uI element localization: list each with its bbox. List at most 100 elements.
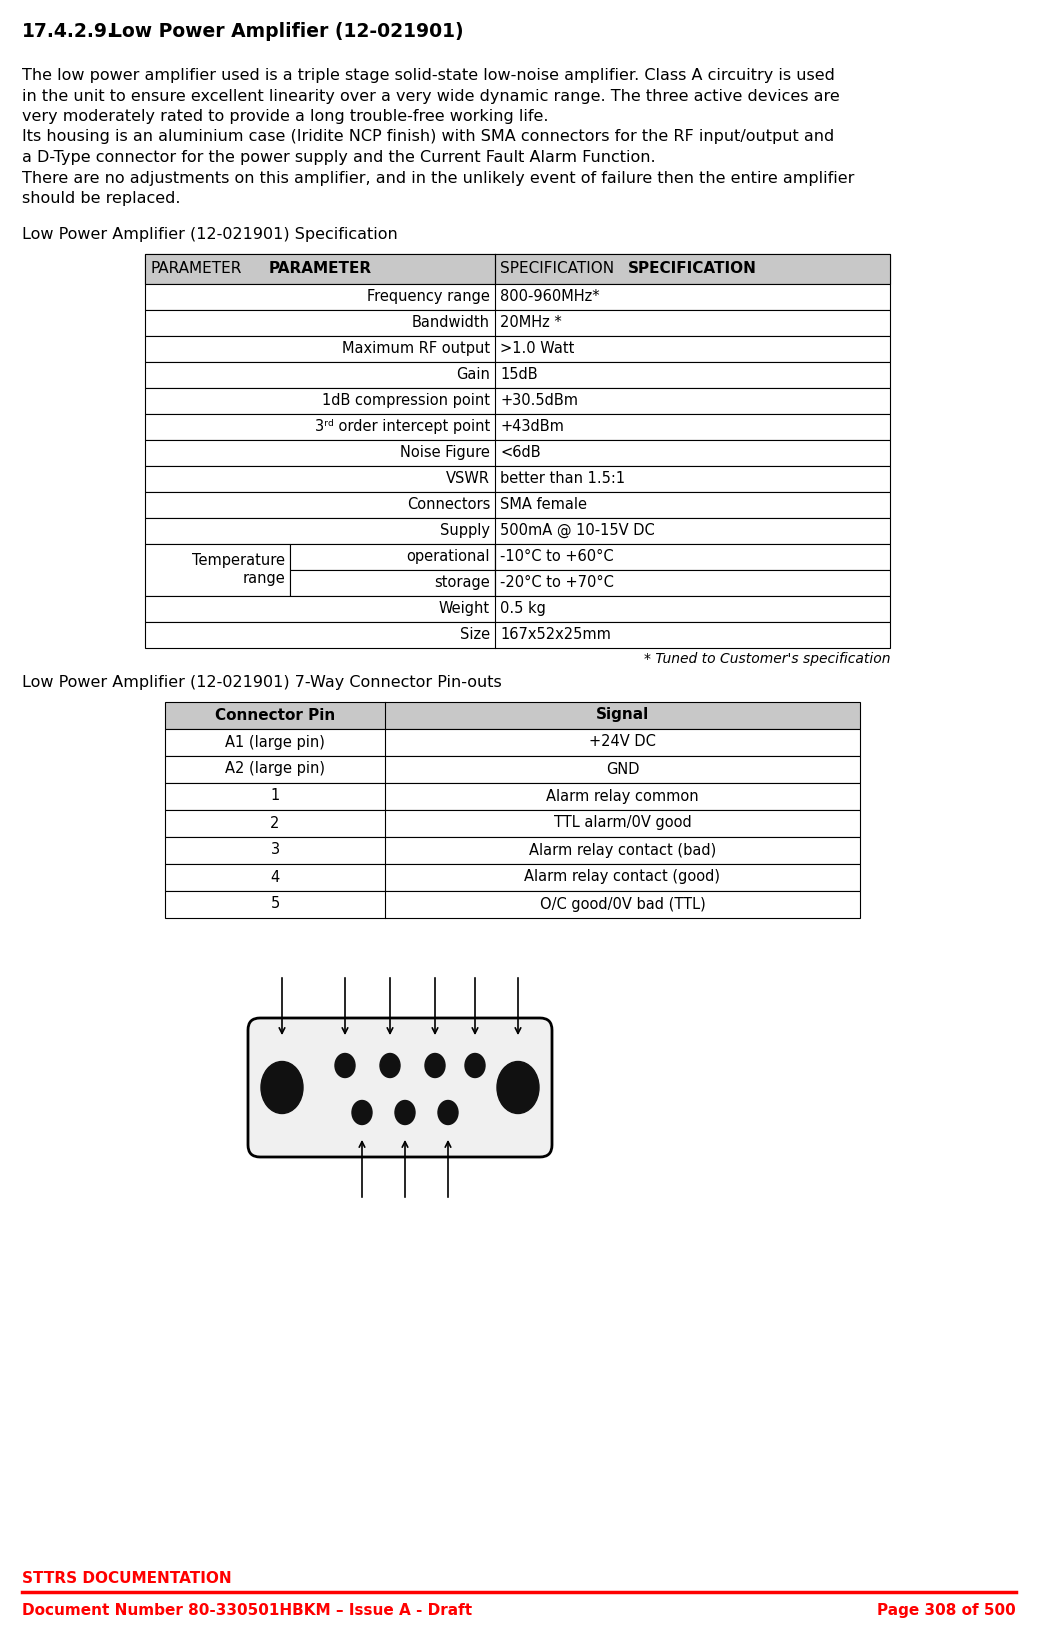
Text: a D-Type connector for the power supply and the Current Fault Alarm Function.: a D-Type connector for the power supply … — [22, 151, 656, 165]
Text: A1 (large pin): A1 (large pin) — [225, 735, 325, 749]
Text: better than 1.5:1: better than 1.5:1 — [500, 471, 625, 486]
Text: 3ʳᵈ order intercept point: 3ʳᵈ order intercept point — [315, 419, 490, 434]
Bar — [145, 414, 890, 440]
Text: Gain: Gain — [456, 366, 490, 381]
Text: Signal: Signal — [596, 707, 649, 723]
Bar — [145, 283, 890, 309]
Text: Its housing is an aluminium case (Iridite NCP finish) with SMA connectors for th: Its housing is an aluminium case (Iridit… — [22, 129, 835, 144]
Ellipse shape — [395, 1101, 415, 1124]
Text: 4: 4 — [270, 869, 279, 885]
Text: 1: 1 — [270, 789, 279, 803]
Text: 3: 3 — [271, 843, 279, 857]
Text: 2: 2 — [270, 815, 279, 831]
Bar — [290, 569, 495, 596]
Text: 17.4.2.9.: 17.4.2.9. — [22, 21, 115, 41]
Text: Maximum RF output: Maximum RF output — [342, 340, 490, 357]
Ellipse shape — [380, 1054, 400, 1078]
Text: TTL alarm/0V good: TTL alarm/0V good — [553, 815, 691, 831]
Text: -10°C to +60°C: -10°C to +60°C — [500, 550, 613, 564]
Text: >1.0 Watt: >1.0 Watt — [500, 340, 574, 357]
Text: Supply: Supply — [440, 524, 490, 538]
Bar — [495, 569, 890, 596]
Ellipse shape — [261, 1062, 303, 1114]
Text: 800-960MHz*: 800-960MHz* — [500, 290, 600, 304]
Text: <6dB: <6dB — [500, 445, 541, 460]
Bar — [165, 890, 861, 918]
Text: O/C good/0V bad (TTL): O/C good/0V bad (TTL) — [540, 897, 706, 911]
Text: A2 (large pin): A2 (large pin) — [225, 761, 325, 777]
Text: Weight: Weight — [439, 600, 490, 617]
Text: Connector Pin: Connector Pin — [215, 707, 335, 723]
Text: +30.5dBm: +30.5dBm — [500, 393, 578, 407]
Bar — [165, 702, 861, 728]
Bar — [495, 543, 890, 569]
Text: 5: 5 — [270, 897, 279, 911]
Text: operational: operational — [407, 550, 490, 564]
Bar — [145, 388, 890, 414]
Bar — [145, 254, 890, 283]
Text: 0.5 kg: 0.5 kg — [500, 600, 546, 617]
Bar — [145, 362, 890, 388]
Ellipse shape — [335, 1054, 355, 1078]
Text: 1dB compression point: 1dB compression point — [322, 393, 490, 407]
FancyBboxPatch shape — [248, 1018, 552, 1157]
Text: PARAMETER: PARAMETER — [269, 262, 372, 276]
Bar — [165, 836, 861, 864]
Text: Alarm relay contact (good): Alarm relay contact (good) — [524, 869, 720, 885]
Text: SPECIFICATION: SPECIFICATION — [500, 262, 614, 276]
Text: should be replaced.: should be replaced. — [22, 191, 181, 206]
Text: Alarm relay common: Alarm relay common — [546, 789, 699, 803]
Ellipse shape — [497, 1062, 539, 1114]
Text: VSWR: VSWR — [446, 471, 490, 486]
Text: Temperature
range: Temperature range — [192, 553, 285, 586]
Bar — [145, 596, 890, 622]
Text: There are no adjustments on this amplifier, and in the unlikely event of failure: There are no adjustments on this amplifi… — [22, 170, 854, 185]
Bar — [145, 440, 890, 466]
Text: -20°C to +70°C: -20°C to +70°C — [500, 574, 613, 591]
Bar — [165, 864, 861, 890]
Text: Connectors: Connectors — [407, 497, 490, 512]
Bar — [145, 309, 890, 335]
Text: STTRS DOCUMENTATION: STTRS DOCUMENTATION — [22, 1571, 231, 1585]
Bar — [145, 254, 890, 283]
Text: Document Number 80-330501HBKM – Issue A - Draft: Document Number 80-330501HBKM – Issue A … — [22, 1603, 472, 1618]
Text: Noise Figure: Noise Figure — [400, 445, 490, 460]
Bar — [145, 466, 890, 491]
Text: storage: storage — [434, 574, 490, 591]
Text: Bandwidth: Bandwidth — [412, 316, 490, 330]
Bar — [145, 517, 890, 543]
Text: SPECIFICATION: SPECIFICATION — [628, 262, 757, 276]
Text: PARAMETER: PARAMETER — [151, 262, 242, 276]
Text: +24V DC: +24V DC — [589, 735, 656, 749]
Text: Size: Size — [460, 627, 490, 641]
Text: in the unit to ensure excellent linearity over a very wide dynamic range. The th: in the unit to ensure excellent linearit… — [22, 88, 840, 103]
Bar — [145, 622, 890, 648]
Text: 20MHz *: 20MHz * — [500, 316, 562, 330]
Text: Frequency range: Frequency range — [367, 290, 490, 304]
Text: 500mA @ 10-15V DC: 500mA @ 10-15V DC — [500, 524, 655, 538]
Text: Low Power Amplifier (12-021901): Low Power Amplifier (12-021901) — [110, 21, 464, 41]
Bar — [145, 543, 290, 596]
Text: Alarm relay contact (bad): Alarm relay contact (bad) — [529, 843, 716, 857]
Bar — [145, 335, 890, 362]
Bar — [165, 756, 861, 782]
Bar — [290, 543, 495, 569]
Text: Low Power Amplifier (12-021901) 7-Way Connector Pin-outs: Low Power Amplifier (12-021901) 7-Way Co… — [22, 676, 501, 690]
Bar — [165, 810, 861, 836]
Ellipse shape — [352, 1101, 372, 1124]
Bar — [165, 728, 861, 756]
Text: 167x52x25mm: 167x52x25mm — [500, 627, 611, 641]
Text: GND: GND — [606, 761, 639, 777]
Bar — [165, 782, 861, 810]
Text: * Tuned to Customer's specification: * Tuned to Customer's specification — [644, 651, 890, 666]
Text: Page 308 of 500: Page 308 of 500 — [877, 1603, 1016, 1618]
Text: Low Power Amplifier (12-021901) Specification: Low Power Amplifier (12-021901) Specific… — [22, 227, 398, 242]
Ellipse shape — [465, 1054, 485, 1078]
Ellipse shape — [438, 1101, 458, 1124]
Bar — [145, 491, 890, 517]
Text: very moderately rated to provide a long trouble-free working life.: very moderately rated to provide a long … — [22, 110, 548, 124]
Text: The low power amplifier used is a triple stage solid-state low-noise amplifier. : The low power amplifier used is a triple… — [22, 69, 835, 83]
Text: SMA female: SMA female — [500, 497, 588, 512]
Ellipse shape — [425, 1054, 445, 1078]
Text: +43dBm: +43dBm — [500, 419, 564, 434]
